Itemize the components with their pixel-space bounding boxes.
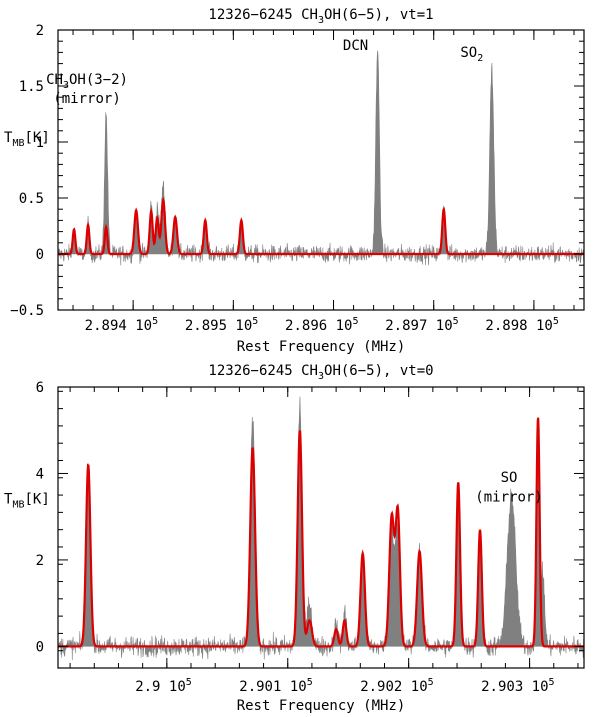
line-annotation: SO xyxy=(501,470,518,486)
y-tick-label: 0.5 xyxy=(19,191,44,207)
line-annotation: (mirror) xyxy=(475,490,542,506)
model-fit-line xyxy=(58,417,584,648)
y-tick-label: 1.5 xyxy=(19,79,44,95)
x-tick-label: 2.897 105 xyxy=(385,316,458,334)
x-tick-label: 2.903 105 xyxy=(481,677,554,695)
x-tick-label: 2.902 105 xyxy=(360,677,433,695)
plot-frame xyxy=(57,386,585,669)
y-tick-label: 0 xyxy=(36,639,44,655)
model-fit-line xyxy=(58,196,584,256)
line-annotation: CH3OH(3−2) xyxy=(46,72,128,91)
x-tick-label: 2.896 105 xyxy=(285,316,358,334)
chart-panel-1: 12326−6245 CH3OH(6−5), vt=1 −0.5 0 0.5 1 1.5 2… xyxy=(4,7,585,355)
y-axis-label: TMB[K] xyxy=(4,130,50,149)
observed-spectrum xyxy=(58,396,584,661)
y-tick-label: 0 xyxy=(36,247,44,263)
observed-spectrum xyxy=(58,50,584,266)
y-tick-label: −0.5 xyxy=(10,303,44,319)
y-axis-label: TMB[K] xyxy=(4,492,50,511)
y-tick-label: 2 xyxy=(36,23,44,39)
x-tick-label: 2.901 105 xyxy=(239,677,312,695)
x-tick-label: 2.894 105 xyxy=(85,316,158,334)
line-annotation: (mirror) xyxy=(53,91,120,107)
chart-panel-2: 12326−6245 CH3OH(6−5), vt=0 0 2 4 6 2.9 105 2.… xyxy=(4,363,585,714)
x-axis-label: Rest Frequency (MHz) xyxy=(237,339,406,355)
y-tick-label: 4 xyxy=(36,466,44,482)
x-tick-label: 2.895 105 xyxy=(185,316,258,334)
line-annotation: DCN xyxy=(343,38,368,54)
plot-frame xyxy=(57,29,585,311)
chart-title: 12326−6245 CH3OH(6−5), vt=0 xyxy=(208,363,433,382)
y-tick-label: 6 xyxy=(36,380,44,396)
chart-title: 12326−6245 CH3OH(6−5), vt=1 xyxy=(208,7,433,26)
y-tick-label: 2 xyxy=(36,553,44,569)
x-axis-label: Rest Frequency (MHz) xyxy=(237,698,406,714)
x-tick-label: 2.898 105 xyxy=(485,316,558,334)
y-tick-label: 1 xyxy=(36,135,44,151)
x-tick-label: 2.9 105 xyxy=(135,677,192,695)
line-annotation: SO2 xyxy=(460,45,483,64)
